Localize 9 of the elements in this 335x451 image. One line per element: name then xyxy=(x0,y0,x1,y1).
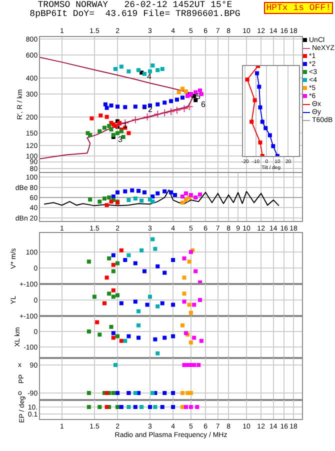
annotation: 2 xyxy=(148,105,153,114)
chart-title: TROMSO NORWAY 26-02-12 1452UT 15°E xyxy=(38,0,232,10)
annotation: 6 xyxy=(201,100,206,109)
annotation: 4 xyxy=(147,72,152,81)
text: HPTx is OFF! xyxy=(264,2,333,14)
annotation: 5 xyxy=(196,92,201,101)
chart-subtitle: 8pBP6It DoY= 43.619 File= TR896601.BPG xyxy=(30,9,240,19)
annotation: 3 xyxy=(118,135,123,144)
annotation: 1 xyxy=(123,121,128,130)
